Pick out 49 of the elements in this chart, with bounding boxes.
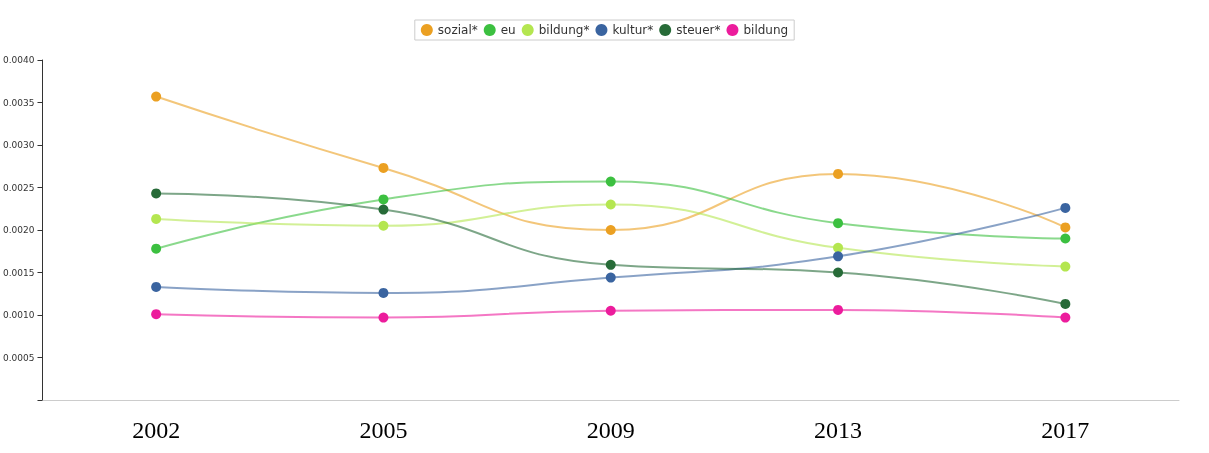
y-tick-label: 0.0020: [2, 225, 35, 235]
point: [605, 259, 616, 270]
y-tick-label: 0.0010: [2, 310, 35, 320]
x-tick-label: 2009: [586, 417, 635, 443]
point: [378, 312, 389, 323]
x-tick-label: 2013: [814, 417, 863, 443]
point: [833, 168, 844, 179]
point: [833, 267, 844, 278]
point: [833, 242, 844, 253]
point: [151, 213, 162, 224]
point: [1060, 312, 1071, 323]
point: [1060, 202, 1071, 213]
point: [378, 287, 389, 298]
point: [833, 251, 844, 262]
point: [605, 176, 616, 187]
x-tick-label: 2005: [359, 417, 408, 443]
y-tick-label: 0.0015: [2, 267, 35, 278]
point: [833, 304, 844, 315]
point: [605, 305, 616, 316]
point: [605, 225, 616, 235]
x-tick-label: 2017: [1041, 417, 1090, 443]
legend-label: bildung*: [538, 23, 590, 37]
point: [151, 281, 162, 292]
y-tick-label: 0.0040: [2, 55, 35, 65]
legend-label: sozial*: [437, 23, 478, 37]
x-tick-label: 2002: [132, 417, 181, 443]
point: [1060, 233, 1071, 244]
y-tick-label: 0.0030: [2, 140, 35, 150]
point: [151, 91, 162, 102]
point: [151, 243, 162, 254]
point: [151, 309, 162, 320]
point: [151, 188, 162, 199]
legend-label: kultur*: [612, 23, 654, 37]
point: [378, 194, 389, 205]
point: [378, 204, 389, 215]
legend-label: eu: [500, 23, 516, 37]
y-tick-label: 0.0005: [2, 352, 35, 363]
y-tick-label: 0.0025: [2, 182, 35, 193]
point: [605, 199, 616, 210]
point: [833, 218, 844, 229]
point: [1060, 298, 1071, 309]
legend-label: bildung: [743, 23, 789, 37]
point: [378, 220, 389, 231]
point: [1060, 222, 1071, 233]
legend-label: steuer*: [676, 23, 721, 37]
point: [378, 162, 389, 173]
y-tick-label: 0.0035: [2, 97, 35, 108]
point: [605, 272, 616, 283]
point: [1060, 261, 1071, 272]
